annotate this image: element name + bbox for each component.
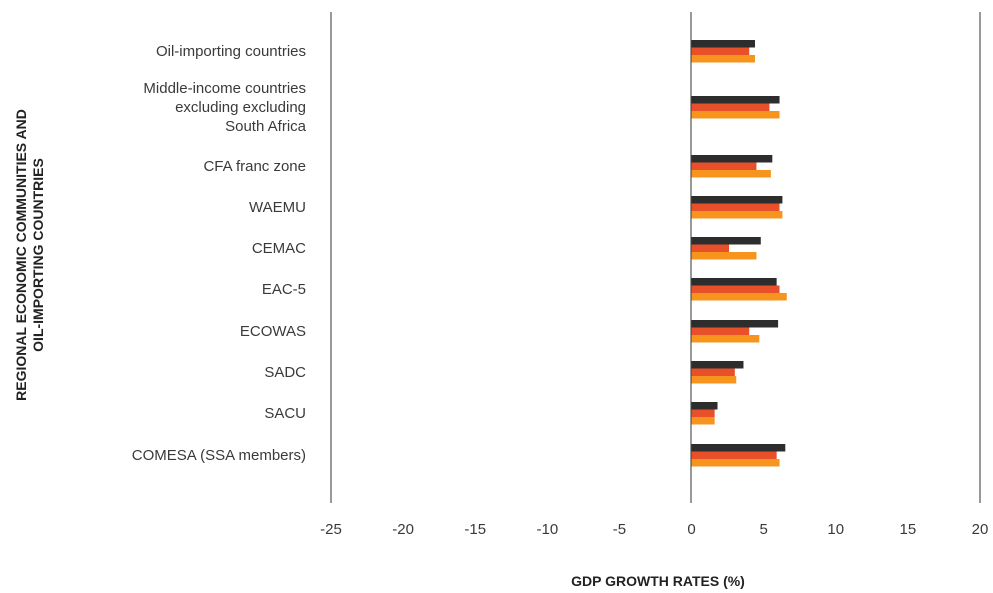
bars-group: [691, 40, 787, 467]
bar-series2-8: [691, 409, 715, 417]
bar-series3-1: [691, 111, 780, 119]
category-label-1-line-2: South Africa: [225, 118, 307, 135]
x-tick-label-5: 0: [687, 521, 695, 538]
axes-group: [330, 12, 981, 503]
bar-series2-1: [691, 103, 770, 111]
bar-series1-6: [691, 320, 779, 328]
category-label-1-line-1: excluding excluding: [175, 99, 306, 116]
category-label-0-line-0: Oil-importing countries: [156, 43, 306, 60]
bar-series2-5: [691, 285, 780, 293]
category-labels: Oil-importing countries Middle-income cou…: [132, 43, 307, 464]
x-tick-label-7: 10: [827, 521, 844, 538]
x-tick-label-4: -5: [613, 521, 626, 538]
category-label-4-line-0: CEMAC: [252, 240, 306, 257]
y-axis-title-line-2: OIL-IMPORTING COUNTRIES: [30, 158, 46, 352]
bar-series3-3: [691, 211, 783, 219]
y-axis-title: REGIONAL ECONOMIC COMMUNITIES AND OIL-IM…: [13, 109, 46, 401]
bar-series2-0: [691, 47, 750, 55]
x-tick-label-2: -15: [464, 521, 486, 538]
bar-series2-2: [691, 162, 757, 170]
x-axis-title: GDP GROWTH RATES (%): [571, 573, 745, 589]
bar-series1-1: [691, 96, 780, 104]
bar-series2-7: [691, 368, 735, 376]
x-tick-labels: -25 -20 -15 -10 -5 0 5 10 15 20: [320, 521, 988, 538]
bar-series3-9: [691, 459, 780, 467]
bar-series2-4: [691, 244, 730, 252]
category-label-2-line-0: CFA franc zone: [203, 158, 306, 175]
bar-series1-7: [691, 361, 744, 369]
x-tick-label-0: -25: [320, 521, 342, 538]
category-label-9-line-0: COMESA (SSA members): [132, 447, 306, 464]
category-label-3-line-0: WAEMU: [249, 199, 306, 216]
bar-series1-5: [691, 278, 777, 286]
bar-series3-5: [691, 293, 787, 301]
x-tick-label-9: 20: [972, 521, 989, 538]
category-label-6-line-0: ECOWAS: [240, 323, 306, 340]
x-tick-label-8: 15: [900, 521, 917, 538]
bar-series1-2: [691, 155, 773, 163]
bar-series3-4: [691, 252, 757, 260]
category-label-8-line-0: SACU: [264, 405, 306, 422]
y-axis-title-line-1: REGIONAL ECONOMIC COMMUNITIES AND: [13, 109, 29, 401]
category-label-5-line-0: EAC-5: [262, 281, 306, 298]
x-tick-label-3: -10: [536, 521, 558, 538]
bar-series3-0: [691, 55, 756, 63]
bar-series1-3: [691, 196, 783, 204]
category-label-1-line-0: Middle-income countries: [143, 80, 306, 97]
bar-series3-2: [691, 170, 771, 178]
bar-series1-9: [691, 444, 786, 452]
bar-series3-8: [691, 417, 715, 425]
bar-series1-8: [691, 402, 718, 410]
bar-series3-6: [691, 335, 760, 343]
x-tick-label-1: -20: [392, 521, 414, 538]
bar-series1-4: [691, 237, 761, 245]
category-label-7-line-0: SADC: [264, 364, 306, 381]
bar-series1-0: [691, 40, 756, 48]
bar-series2-6: [691, 327, 750, 335]
bar-series2-9: [691, 451, 777, 459]
bar-series2-3: [691, 203, 780, 211]
x-tick-label-6: 5: [759, 521, 767, 538]
bar-series3-7: [691, 376, 737, 384]
